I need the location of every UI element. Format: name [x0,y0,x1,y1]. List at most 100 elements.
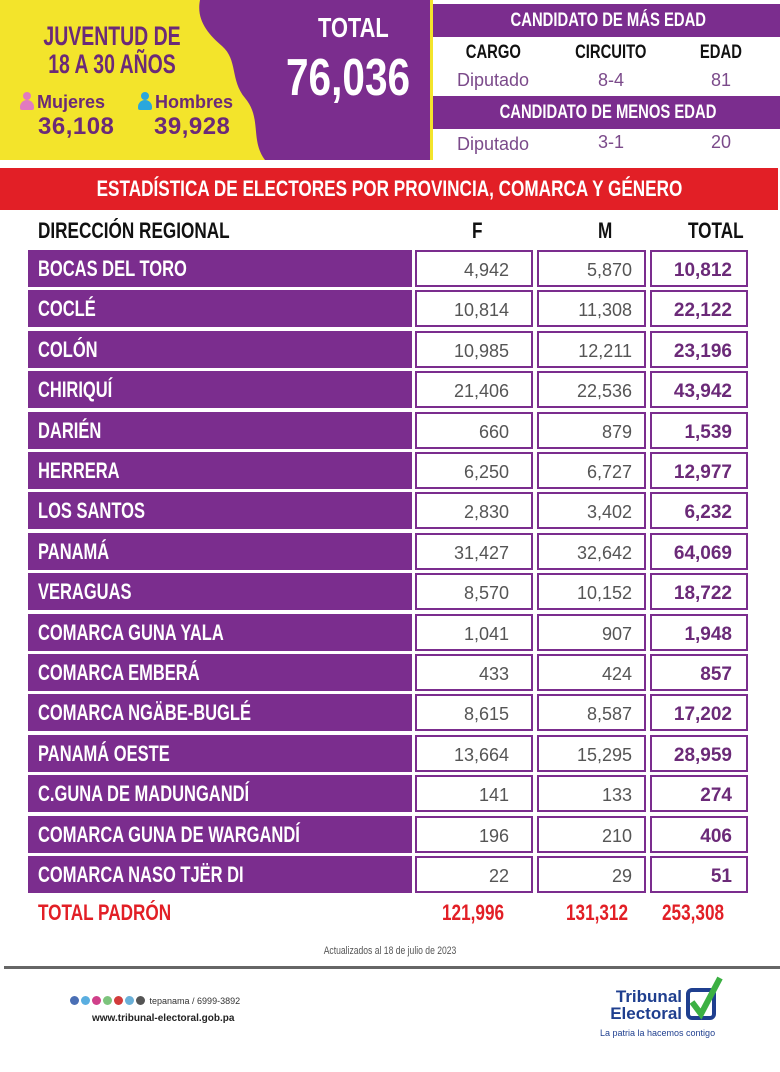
region-name: BOCAS DEL TORO [28,250,412,287]
male-count: 32,642 [537,532,646,570]
row-total: 22,122 [650,290,748,328]
oldest-candidate-title: CANDIDATO DE MÁS EDAD [433,4,780,37]
table-row: PANAMÁ 31,427 32,642 64,069 [28,532,748,570]
candidates-panel: CANDIDATO DE MÁS EDAD CARGO CIRCUITO EDA… [430,0,780,160]
male-count: 879 [537,411,646,449]
youngest-cargo: Diputado [456,134,530,154]
row-total: 12,977 [650,452,748,489]
female-count: 6,250 [415,452,533,489]
table-row: PANAMÁ OESTE 13,664 15,295 28,959 [28,734,748,772]
section-banner: ESTADÍSTICA DE ELECTORES POR PROVINCIA, … [0,168,778,210]
male-count: 907 [537,613,646,651]
row-total: 6,232 [650,492,748,530]
table-row: COMARCA GUNA DE WARGANDÍ 196 210 406 [28,815,748,853]
region-name: HERRERA [28,452,412,489]
table-row: HERRERA 6,250 6,727 12,977 [28,452,748,489]
female-count: 141 [415,775,533,813]
female-count: 1,041 [415,613,533,651]
youngest-circuito: 3-1 [597,132,624,152]
row-total: 1,539 [650,411,748,449]
total-value: 76,036 [286,49,411,107]
male-count: 12,211 [537,330,646,368]
total-padron-label: TOTAL PADRÓN [38,900,172,925]
female-count: 10,985 [415,330,533,368]
region-name: PANAMÁ OESTE [28,734,412,772]
region-name: COMARCA NASO TJËR DI [28,856,412,893]
row-total: 17,202 [650,694,748,732]
youngest-candidate-title: CANDIDATO DE MENOS EDAD [433,96,780,129]
header-circuito: CIRCUITO [575,42,647,63]
table-row: VERAGUAS 8,570 10,152 18,722 [28,573,748,611]
woman-icon [20,92,34,110]
purple-wave-shape [199,0,430,160]
table-row: COMARCA NASO TJËR DI 22 29 51 [28,856,748,893]
region-name: C.GUNA DE MADUNGANDÍ [28,775,412,813]
man-icon [138,92,152,110]
region-name: LOS SANTOS [28,492,412,530]
region-name: COCLÉ [28,290,412,328]
total-label: TOTAL [318,12,389,43]
male-count: 8,587 [537,694,646,732]
male-count: 22,536 [537,371,646,409]
region-name: COMARCA GUNA DE WARGANDÍ [28,815,412,853]
tiktok-icon[interactable] [136,996,145,1005]
tribunal-electoral-logo: Tribunal Electoral La patria la hacemos c… [596,976,736,1046]
youtube-icon[interactable] [114,996,123,1005]
social-handle: tepanama / 6999-3892 [149,996,241,1006]
table-row: COMARCA EMBERÁ 433 424 857 [28,654,748,691]
row-total: 857 [650,654,748,691]
row-total: 1,948 [650,613,748,651]
male-count: 210 [537,815,646,853]
region-name: VERAGUAS [28,573,412,611]
female-count: 8,615 [415,694,533,732]
oldest-cargo: Diputado [456,70,530,90]
col-header-f: F [472,218,483,243]
female-count: 13,664 [415,734,533,772]
instagram-icon[interactable] [92,996,101,1005]
male-count: 10,152 [537,573,646,611]
table-row: C.GUNA DE MADUNGANDÍ 141 133 274 [28,775,748,813]
row-total: 406 [650,815,748,853]
table-row: BOCAS DEL TORO 4,942 5,870 10,812 [28,250,748,287]
row-total: 18,722 [650,573,748,611]
col-header-m: M [598,218,613,243]
col-header-region: DIRECCIÓN REGIONAL [38,218,230,243]
male-count: 11,308 [537,290,646,328]
female-count: 22 [415,856,533,893]
table-row: COLÓN 10,985 12,211 23,196 [28,330,748,368]
social-links[interactable]: tepanama / 6999-3892 [70,996,240,1006]
table-row: DARIÉN 660 879 1,539 [28,411,748,449]
row-total: 28,959 [650,734,748,772]
female-count: 196 [415,815,533,853]
whatsapp-icon[interactable] [103,996,112,1005]
female-count: 660 [415,411,533,449]
female-count: 31,427 [415,532,533,570]
row-total: 43,942 [650,371,748,409]
telegram-icon[interactable] [125,996,134,1005]
region-name: CHIRIQUÍ [28,371,412,409]
male-count: 5,870 [537,250,646,287]
total-m: 131,312 [566,900,629,925]
youth-summary-panel: JUVENTUD DE 18 A 30 AÑOS Mujeres 36,108 H… [0,0,430,160]
website-link[interactable]: www.tribunal-electoral.gob.pa [92,1013,235,1024]
men-stat: Hombres 39,928 [138,92,233,141]
male-count: 29 [537,856,646,893]
twitter-icon[interactable] [81,996,90,1005]
facebook-icon[interactable] [70,996,79,1005]
table-row: CHIRIQUÍ 21,406 22,536 43,942 [28,371,748,409]
total-f: 121,996 [442,900,505,925]
region-name: COMARCA GUNA YALA [28,613,412,651]
oldest-circuito: 8-4 [597,70,624,90]
female-count: 21,406 [415,371,533,409]
row-total: 10,812 [650,250,748,287]
female-count: 8,570 [415,573,533,611]
header-cargo: CARGO [465,42,521,63]
table-row: COCLÉ 10,814 11,308 22,122 [28,290,748,328]
col-header-total: TOTAL [688,218,744,243]
region-name: PANAMÁ [28,532,412,570]
region-name: COLÓN [28,330,412,368]
region-name: COMARCA NGÄBE-BUGLÉ [28,694,412,732]
checkmark-icon [686,976,723,1020]
youngest-edad: 20 [710,132,732,152]
row-total: 23,196 [650,330,748,368]
